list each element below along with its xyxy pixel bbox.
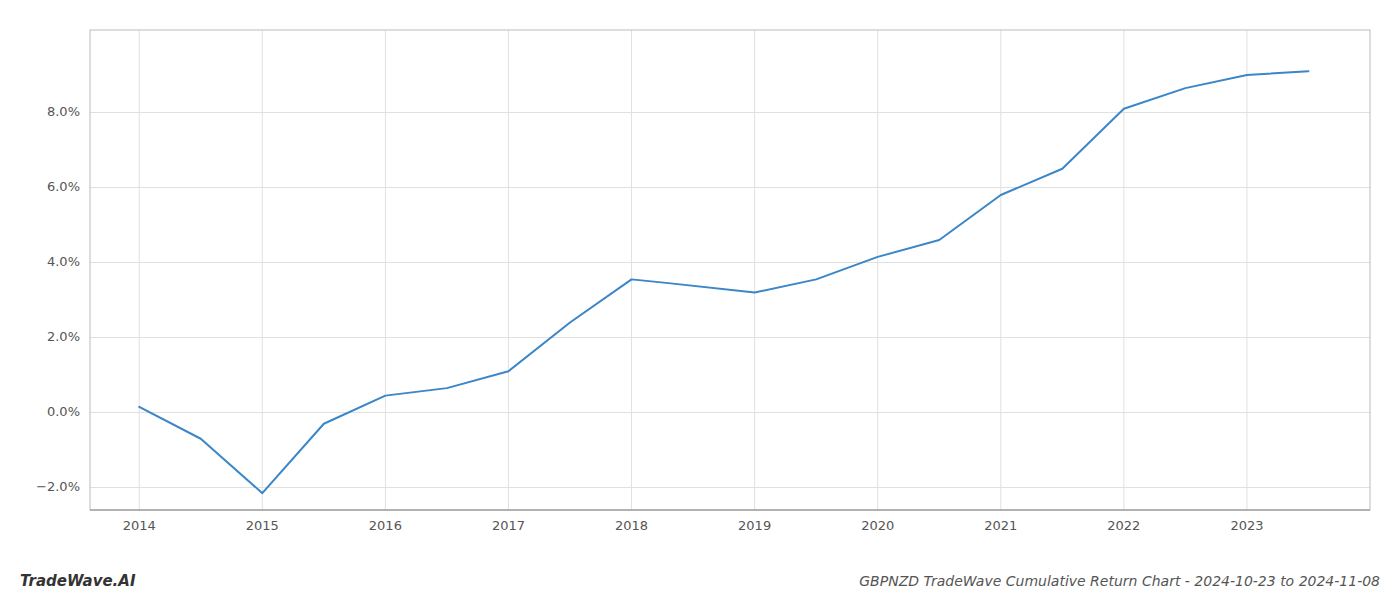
x-tick-label: 2014 <box>123 518 156 533</box>
x-grid-line <box>385 30 386 510</box>
plot-frame <box>90 30 1370 510</box>
y-grid-line <box>90 112 1370 113</box>
y-tick-label: 0.0% <box>47 404 80 419</box>
x-tick-label: 2022 <box>1107 518 1140 533</box>
y-tick-label: 4.0% <box>47 254 80 269</box>
watermark: TradeWave.AI <box>20 572 136 590</box>
y-grid-line <box>90 262 1370 263</box>
x-grid-line <box>877 30 878 510</box>
x-grid-line <box>1246 30 1247 510</box>
x-tick-label: 2016 <box>369 518 402 533</box>
x-grid-line <box>754 30 755 510</box>
x-tick-label: 2021 <box>984 518 1017 533</box>
y-grid-line <box>90 187 1370 188</box>
y-grid-line <box>90 337 1370 338</box>
y-tick-label: 8.0% <box>47 104 80 119</box>
x-tick-label: 2019 <box>738 518 771 533</box>
x-axis-line <box>90 510 1370 511</box>
page: {"chart_data": { "type": "line", "title"… <box>0 0 1400 600</box>
x-tick-label: 2018 <box>615 518 648 533</box>
grid <box>90 30 1370 510</box>
y-tick-label: 6.0% <box>47 179 80 194</box>
y-tick-label: −2.0% <box>36 479 80 494</box>
y-grid-line <box>90 487 1370 488</box>
y-tick-label: 2.0% <box>47 329 80 344</box>
x-grid-line <box>508 30 509 510</box>
title: GBPNZD TradeWave Cumulative Return Chart… <box>859 573 1380 589</box>
plot-area <box>139 71 1308 493</box>
chart: −2.0% 0.0% 2.0% 4.0% 6.0% 8.0% 2014 2015 2016 201… <box>0 0 1400 600</box>
x-tick-label: 2020 <box>861 518 894 533</box>
axes: −2.0% 0.0% 2.0% 4.0% 6.0% 8.0% 2014 2015 2016 201… <box>36 30 1370 533</box>
y-grid-line <box>90 412 1370 413</box>
x-grid-line <box>262 30 263 510</box>
x-grid-line <box>1123 30 1124 510</box>
x-tick-label: 2023 <box>1230 518 1263 533</box>
line <box>139 71 1308 493</box>
x-grid-line <box>1000 30 1001 510</box>
x-grid-line <box>139 30 140 510</box>
x-tick-label: 2017 <box>492 518 525 533</box>
x-grid-line <box>631 30 632 510</box>
x-tick-label: 2015 <box>246 518 279 533</box>
